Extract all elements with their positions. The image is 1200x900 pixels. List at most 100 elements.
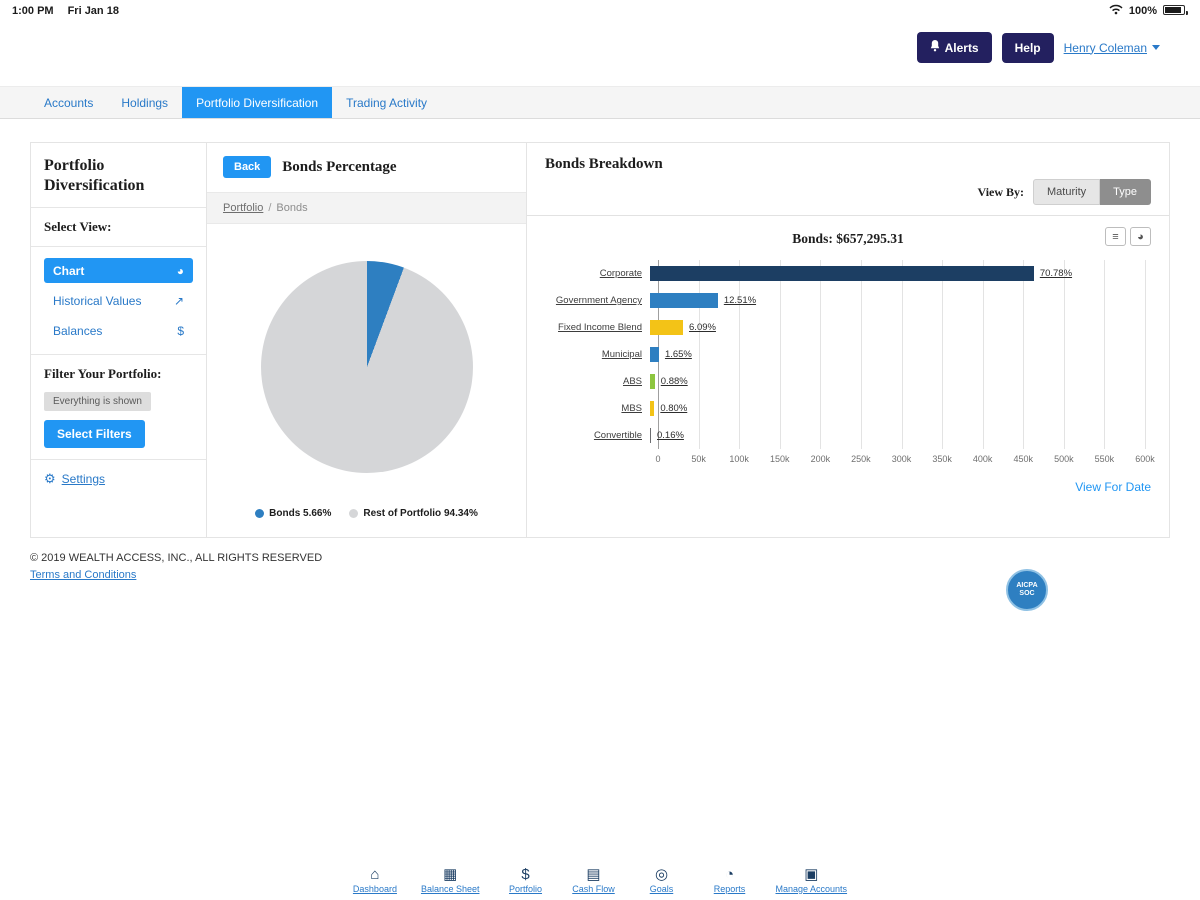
view-by-maturity-button[interactable]: Maturity — [1033, 179, 1101, 205]
bar-row-fixed-income-blend: Fixed Income Blend 6.09% — [545, 314, 1151, 341]
bar-category-label[interactable]: Fixed Income Blend — [558, 322, 642, 333]
bottom-nav-cash-flow[interactable]: ▤ Cash Flow — [572, 867, 616, 894]
bar-category-label[interactable]: ABS — [622, 376, 642, 387]
breadcrumb-portfolio-link[interactable]: Portfolio — [223, 202, 264, 214]
filter-portfolio-heading: Filter Your Portfolio: — [44, 366, 162, 381]
bar-row-corporate: Corporate 70.78% — [545, 260, 1151, 287]
battery-icon — [1163, 4, 1188, 18]
tab-holdings[interactable]: Holdings — [121, 95, 169, 110]
divider — [31, 459, 206, 460]
bar-percent-label[interactable]: 70.78% — [1039, 268, 1073, 279]
bar-category-label[interactable]: Government Agency — [555, 295, 642, 306]
bonds-pie-chart[interactable] — [260, 261, 473, 473]
x-tick-label: 350k — [932, 454, 952, 464]
aicpa-soc-badge: AICPA SOC — [1006, 569, 1048, 611]
x-tick-label: 450k — [1013, 454, 1034, 464]
bottom-nav: ⌂ Dashboard ▦ Balance Sheet $ Portfolio ▤ Cash … — [0, 867, 1200, 894]
legend-dot — [349, 509, 359, 518]
bonds-breakdown-title: Bonds Breakdown — [545, 156, 663, 172]
grid-line — [698, 260, 700, 449]
bar-percent-label[interactable]: 0.16% — [657, 430, 684, 441]
bar-category-label[interactable]: Corporate — [599, 268, 642, 279]
grid-line — [942, 260, 944, 449]
bottom-nav-goals[interactable]: ◎ Goals — [640, 867, 684, 894]
view-item-chart[interactable]: Chart ◕ — [44, 258, 193, 283]
clock-date: Fri Jan 18 — [67, 5, 119, 17]
chart-tools: ≡ ◕ — [1105, 227, 1151, 246]
bottom-nav-label: Balance Sheet — [420, 884, 480, 894]
x-tick-label: 400k — [972, 454, 993, 464]
x-tick-label: 200k — [810, 454, 831, 464]
bell-icon — [930, 40, 940, 55]
view-item-historical-values[interactable]: Historical Values ↗ — [44, 288, 193, 313]
view-for-date-link[interactable]: View For Date — [1075, 480, 1151, 494]
pie-icon: ◕ — [1137, 230, 1144, 243]
bar-percent-label[interactable]: 0.80% — [660, 403, 688, 414]
dollar-icon: $ — [177, 323, 184, 338]
bottom-nav-label: Dashboard — [352, 884, 397, 894]
x-tick-label: 150k — [769, 454, 790, 464]
tab-trading-activity[interactable]: Trading Activity — [346, 95, 428, 110]
view-by-type-button[interactable]: Type — [1100, 179, 1151, 205]
grid-line — [1104, 260, 1106, 449]
breadcrumb: Portfolio / Bonds — [207, 192, 526, 224]
bonds-breakdown-panel: Bonds Breakdown View By: Maturity Type Bo… — [527, 143, 1169, 537]
divider — [31, 207, 206, 208]
back-button[interactable]: Back — [223, 156, 272, 178]
legend-label: Bonds 5.66% — [269, 508, 332, 519]
settings-link[interactable]: Settings — [61, 472, 106, 486]
x-tick-label: 500k — [1054, 454, 1074, 464]
bar-percent-label[interactable]: 12.51% — [723, 295, 757, 306]
tab-accounts[interactable]: Accounts — [44, 95, 94, 110]
bar-fill — [650, 266, 1034, 281]
bottom-nav-label: Goals — [649, 884, 674, 894]
bottom-nav-manage-accounts[interactable]: ▣ Manage Accounts — [776, 867, 848, 894]
select-filters-button[interactable]: Select Filters — [44, 420, 145, 448]
page-footer: © 2019 WEALTH ACCESS, INC., ALL RIGHTS R… — [0, 538, 1200, 581]
pie-legend: Bonds 5.66% Rest of Portfolio 94.34% — [223, 504, 510, 527]
filter-status-badge: Everything is shown — [44, 392, 151, 411]
view-item-balances[interactable]: Balances $ — [44, 318, 193, 343]
bonds-bar-chart: Corporate 70.78% Government Agency 12.51% Fi… — [545, 260, 1155, 468]
x-axis: 0 50k 100k 150k 200k 250k 300k 350k 400k 450k 500k… — [655, 452, 1154, 468]
bottom-nav-dashboard[interactable]: ⌂ Dashboard — [353, 867, 397, 894]
tab-portfolio-diversification[interactable]: Portfolio Diversification — [182, 87, 333, 118]
bonds-percentage-panel: Back Bonds Percentage Portfolio / Bonds Bo… — [207, 143, 527, 537]
bottom-nav-balance-sheet[interactable]: ▦ Balance Sheet — [421, 867, 480, 894]
sidebar-title: Portfolio Diversification — [44, 157, 145, 194]
table-icon: ▦ — [443, 866, 458, 883]
bar-percent-label[interactable]: 1.65% — [664, 349, 692, 360]
grid-line — [982, 260, 984, 449]
pie-icon: ◕ — [176, 263, 184, 278]
bar-track: 1.65% — [650, 347, 1145, 362]
bottom-nav-label: Reports — [713, 884, 746, 894]
diversification-sidebar: Portfolio Diversification Select View: C… — [31, 143, 207, 537]
bottom-nav-label: Cash Flow — [572, 884, 615, 894]
bar-fill — [650, 374, 655, 389]
reports-icon: ◔ — [724, 866, 735, 883]
list-view-button[interactable]: ≡ — [1105, 227, 1126, 246]
bar-percent-label[interactable]: 6.09% — [689, 322, 716, 333]
pie-view-button[interactable]: ◕ — [1130, 227, 1151, 246]
copyright-text: © 2019 WEALTH ACCESS, INC., ALL RIGHTS R… — [30, 552, 323, 564]
bar-track: 0.80% — [650, 401, 1145, 416]
help-button[interactable]: Help — [1001, 32, 1054, 63]
chart-gridlines — [658, 260, 1146, 449]
help-button-label: Help — [1014, 40, 1041, 55]
bar-row-government-agency: Government Agency 12.51% — [545, 287, 1151, 314]
cashflow-icon: ▤ — [586, 866, 601, 883]
bar-category-label[interactable]: MBS — [621, 403, 642, 414]
bar-percent-label[interactable]: 0.88% — [660, 376, 688, 387]
user-menu[interactable]: Henry Coleman — [1064, 41, 1160, 55]
bar-track: 0.16% — [650, 428, 1145, 443]
alerts-button[interactable]: Alerts — [916, 32, 992, 63]
bottom-nav-portfolio[interactable]: $ Portfolio — [504, 867, 548, 894]
bar-category-label[interactable]: Municipal — [601, 349, 642, 360]
bottom-nav-reports[interactable]: ◔ Reports — [708, 867, 752, 894]
divider — [527, 215, 1169, 216]
x-tick-label: 600k — [1135, 454, 1155, 464]
bar-category-label[interactable]: Convertible — [593, 430, 642, 441]
terms-and-conditions-link[interactable]: Terms and Conditions — [30, 569, 137, 581]
bar-track: 6.09% — [650, 320, 1145, 335]
status-bar: 1:00 PM Fri Jan 18 100% — [0, 0, 1200, 20]
